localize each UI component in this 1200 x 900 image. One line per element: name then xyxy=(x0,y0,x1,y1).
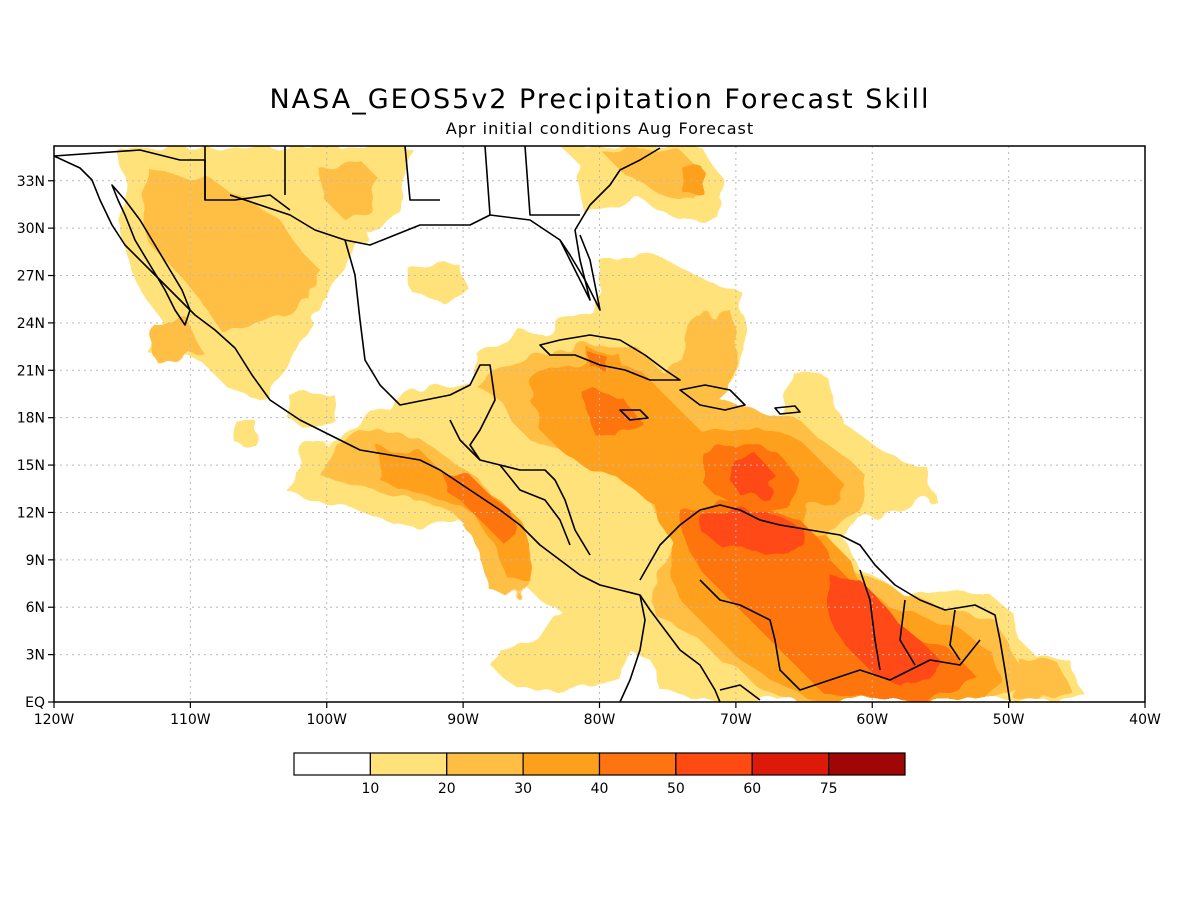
lon-tick-label: 50W xyxy=(993,712,1025,728)
lat-tick-label: 24N xyxy=(17,316,45,332)
colorbar-label: 30 xyxy=(514,781,532,797)
lat-tick-label: 12N xyxy=(17,505,45,521)
colorbar-swatch xyxy=(598,752,677,776)
colorbar-swatch xyxy=(293,752,371,776)
skill-shading xyxy=(120,146,1080,702)
latitude-axis: EQ 3N 6N 9N 12N 15N 18N 21N 24N 27N 30N 33N xyxy=(17,174,54,711)
colorbar-label: 60 xyxy=(743,781,761,797)
lat-tick-label: 33N xyxy=(17,174,45,190)
lat-tick-label: 30N xyxy=(17,221,45,237)
lon-tick-label: 80W xyxy=(584,712,616,728)
lat-tick-label: 3N xyxy=(26,648,45,664)
map-title: NASA_GEOS5v2 Precipitation Forecast Skil… xyxy=(269,84,931,115)
lon-tick-label: 60W xyxy=(856,712,888,728)
colorbar-swatch xyxy=(522,752,601,776)
map-gridlines xyxy=(54,146,1145,702)
coastlines xyxy=(54,146,1011,702)
lat-tick-label: 6N xyxy=(26,600,45,616)
lat-tick-label: 15N xyxy=(17,458,45,474)
colorbar-label: 20 xyxy=(438,781,456,797)
colorbar-label: 40 xyxy=(591,781,609,797)
lon-tick-label: 40W xyxy=(1129,712,1161,728)
colorbar-label: 50 xyxy=(667,781,685,797)
colorbar-label: 10 xyxy=(361,781,379,797)
colorbar-swatch xyxy=(828,752,906,776)
colorbar: 10 20 30 40 50 60 75 xyxy=(293,752,906,797)
lon-tick-label: 100W xyxy=(306,712,347,728)
colorbar-swatch xyxy=(675,752,753,776)
colorbar-swatch xyxy=(751,752,830,776)
lat-tick-label: 9N xyxy=(26,553,45,569)
colorbar-swatch xyxy=(446,752,524,776)
colorbar-swatch xyxy=(369,752,448,776)
lat-tick-label: EQ xyxy=(25,695,45,711)
map-subtitle: Apr initial conditions Aug Forecast xyxy=(445,119,755,138)
lon-tick-label: 110W xyxy=(170,712,211,728)
longitude-axis: 120W 110W 100W 90W 80W 70W 60W 50W 40W xyxy=(34,702,1161,728)
lat-tick-label: 21N xyxy=(17,363,45,379)
colorbar-label: 75 xyxy=(820,781,838,797)
lat-tick-label: 18N xyxy=(17,411,45,427)
lon-tick-label: 90W xyxy=(447,712,479,728)
lon-tick-label: 120W xyxy=(34,712,75,728)
lon-tick-label: 70W xyxy=(720,712,752,728)
lat-tick-label: 27N xyxy=(17,269,45,285)
